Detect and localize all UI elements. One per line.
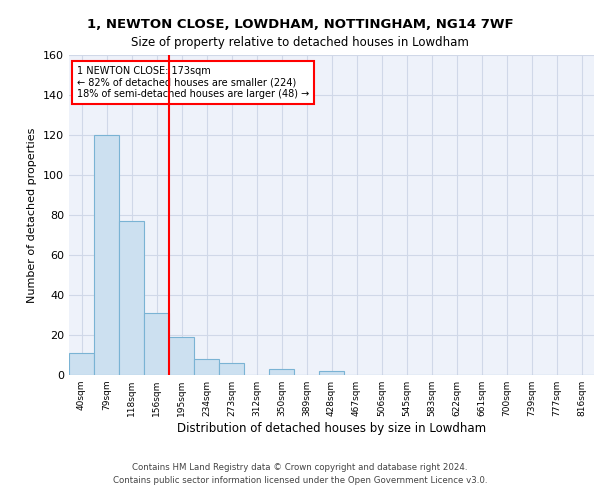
Text: Contains public sector information licensed under the Open Government Licence v3: Contains public sector information licen…	[113, 476, 487, 485]
Text: 1, NEWTON CLOSE, LOWDHAM, NOTTINGHAM, NG14 7WF: 1, NEWTON CLOSE, LOWDHAM, NOTTINGHAM, NG…	[86, 18, 514, 30]
Bar	[169, 337, 194, 375]
Text: Size of property relative to detached houses in Lowdham: Size of property relative to detached ho…	[131, 36, 469, 49]
Bar	[219, 363, 244, 375]
Bar	[69, 353, 94, 375]
Y-axis label: Number of detached properties: Number of detached properties	[28, 128, 37, 302]
Bar	[194, 359, 219, 375]
Text: Contains HM Land Registry data © Crown copyright and database right 2024.: Contains HM Land Registry data © Crown c…	[132, 464, 468, 472]
Bar	[119, 221, 144, 375]
Bar	[269, 369, 294, 375]
Bar	[94, 135, 119, 375]
Bar	[319, 371, 344, 375]
Bar	[144, 313, 169, 375]
Text: 1 NEWTON CLOSE: 173sqm
← 82% of detached houses are smaller (224)
18% of semi-de: 1 NEWTON CLOSE: 173sqm ← 82% of detached…	[77, 66, 309, 100]
X-axis label: Distribution of detached houses by size in Lowdham: Distribution of detached houses by size …	[177, 422, 486, 435]
